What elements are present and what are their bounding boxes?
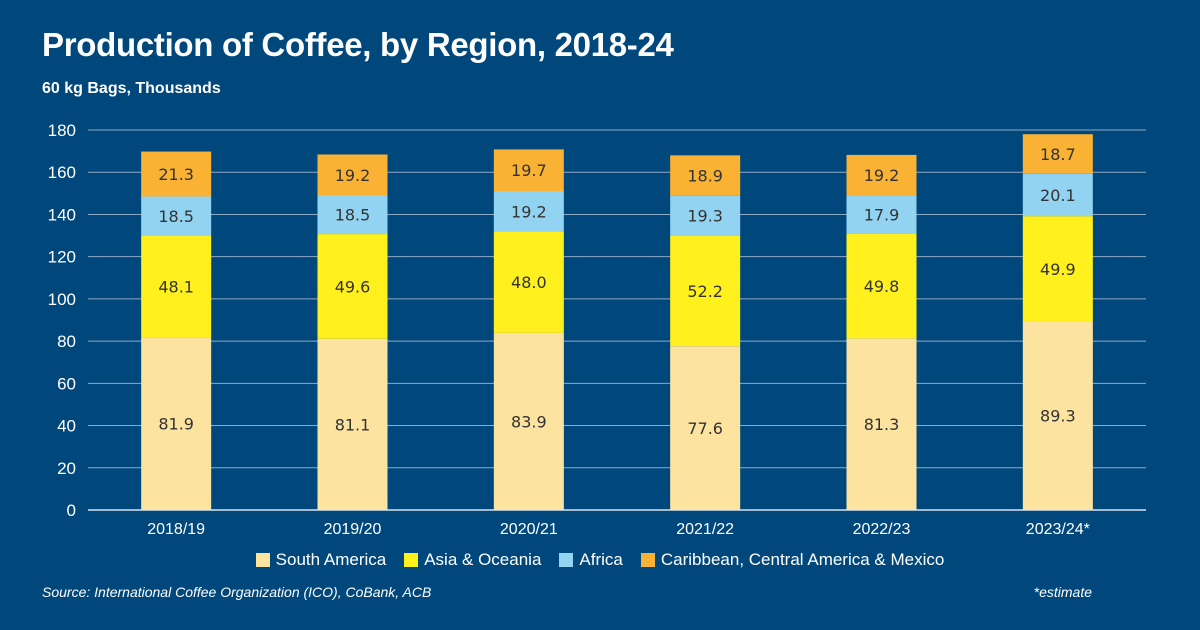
chart-legend: South America Asia & Oceania Africa Cari… — [0, 550, 1200, 570]
bar-segment-caribbean — [1022, 134, 1093, 174]
bar-segment-asia-oceania — [493, 231, 564, 333]
data-label-asia-oceania: 49.8 — [864, 277, 900, 296]
bar-segment-africa — [1022, 173, 1093, 217]
y-tick-label: 160 — [48, 163, 76, 182]
x-tick-label: 2021/22 — [676, 521, 734, 538]
y-tick-label: 80 — [57, 332, 76, 351]
data-label-africa: 17.9 — [864, 205, 900, 224]
data-label-caribbean: 18.7 — [1040, 145, 1076, 164]
data-label-south-america: 77.6 — [687, 419, 723, 438]
bar-segment-south-america — [670, 346, 741, 510]
y-tick-label: 40 — [57, 417, 76, 436]
bar-segment-south-america — [141, 337, 212, 510]
y-tick-label: 0 — [67, 501, 76, 520]
legend-label-asia-oceania: Asia & Oceania — [424, 550, 542, 569]
x-tick-label: 2019/20 — [324, 521, 382, 538]
legend-swatch-caribbean — [640, 553, 655, 567]
bar-segment-africa — [670, 195, 741, 236]
data-label-south-america: 81.1 — [335, 415, 371, 434]
data-label-asia-oceania: 48.0 — [511, 273, 547, 292]
data-label-south-america: 83.9 — [511, 412, 547, 431]
chart-title: Production of Coffee, by Region, 2018-24 — [42, 26, 674, 63]
legend-label-africa: Africa — [579, 550, 623, 569]
source-note: Source: International Coffee Organizatio… — [42, 584, 432, 600]
data-label-asia-oceania: 49.6 — [335, 277, 371, 296]
data-label-caribbean: 19.2 — [864, 166, 900, 185]
data-label-caribbean: 19.7 — [511, 161, 547, 180]
legend-item-africa: Africa — [559, 550, 623, 570]
bar-segment-south-america — [493, 332, 564, 510]
data-label-asia-oceania: 52.2 — [687, 282, 723, 301]
legend-label-south-america: South America — [275, 550, 387, 569]
data-label-south-america: 81.9 — [158, 415, 194, 434]
data-label-caribbean: 19.2 — [335, 166, 371, 185]
y-tick-label: 140 — [48, 205, 76, 224]
data-label-south-america: 89.3 — [1040, 407, 1076, 426]
legend-swatch-south-america — [255, 553, 270, 567]
legend-item-asia-oceania: Asia & Oceania — [404, 550, 541, 570]
bar-segment-africa — [493, 191, 564, 232]
data-label-caribbean: 18.9 — [687, 166, 723, 185]
y-tick-label: 100 — [48, 290, 76, 309]
y-tick-label: 20 — [57, 459, 76, 478]
bar-segment-asia-oceania — [670, 235, 741, 347]
y-tick-label: 60 — [57, 374, 76, 393]
data-label-africa: 18.5 — [158, 207, 194, 226]
legend-item-south-america: South America — [255, 550, 387, 570]
y-tick-label: 180 — [48, 121, 76, 140]
bar-segment-south-america — [1022, 321, 1093, 510]
bar-segment-asia-oceania — [317, 234, 388, 339]
y-tick-label: 120 — [48, 248, 76, 267]
x-tick-label: 2020/21 — [500, 521, 558, 538]
bar-segment-asia-oceania — [141, 235, 212, 338]
bar-segment-africa — [317, 195, 388, 235]
x-tick-label: 2022/23 — [853, 521, 911, 538]
data-label-asia-oceania: 49.9 — [1040, 260, 1076, 279]
data-label-asia-oceania: 48.1 — [158, 277, 194, 296]
data-label-africa: 20.1 — [1040, 186, 1076, 205]
legend-item-caribbean: Caribbean, Central America & Mexico — [640, 550, 945, 570]
bar-segment-caribbean — [141, 151, 212, 197]
bar-segment-asia-oceania — [1022, 216, 1093, 322]
bar-segment-africa — [846, 195, 917, 234]
bar-segment-south-america — [846, 338, 917, 510]
legend-label-caribbean: Caribbean, Central America & Mexico — [660, 550, 945, 569]
data-label-africa: 19.2 — [511, 202, 547, 221]
bar-segment-caribbean — [670, 155, 741, 196]
x-tick-label: 2018/19 — [147, 521, 205, 538]
bar-segment-asia-oceania — [846, 233, 917, 339]
chart-subtitle: 60 kg Bags, Thousands — [42, 80, 221, 97]
data-label-south-america: 81.3 — [864, 415, 900, 434]
bar-segment-africa — [141, 196, 212, 236]
data-label-africa: 18.5 — [335, 206, 371, 225]
bar-segment-caribbean — [493, 149, 564, 192]
legend-swatch-asia-oceania — [404, 553, 419, 567]
estimate-note: *estimate — [1033, 584, 1092, 600]
bar-segment-caribbean — [317, 154, 388, 196]
data-label-caribbean: 21.3 — [158, 165, 194, 184]
bar-segment-south-america — [317, 338, 388, 510]
legend-swatch-africa — [559, 553, 574, 567]
data-label-africa: 19.3 — [687, 207, 723, 226]
x-tick-label: 2023/24* — [1026, 521, 1090, 538]
bar-segment-caribbean — [846, 154, 917, 196]
